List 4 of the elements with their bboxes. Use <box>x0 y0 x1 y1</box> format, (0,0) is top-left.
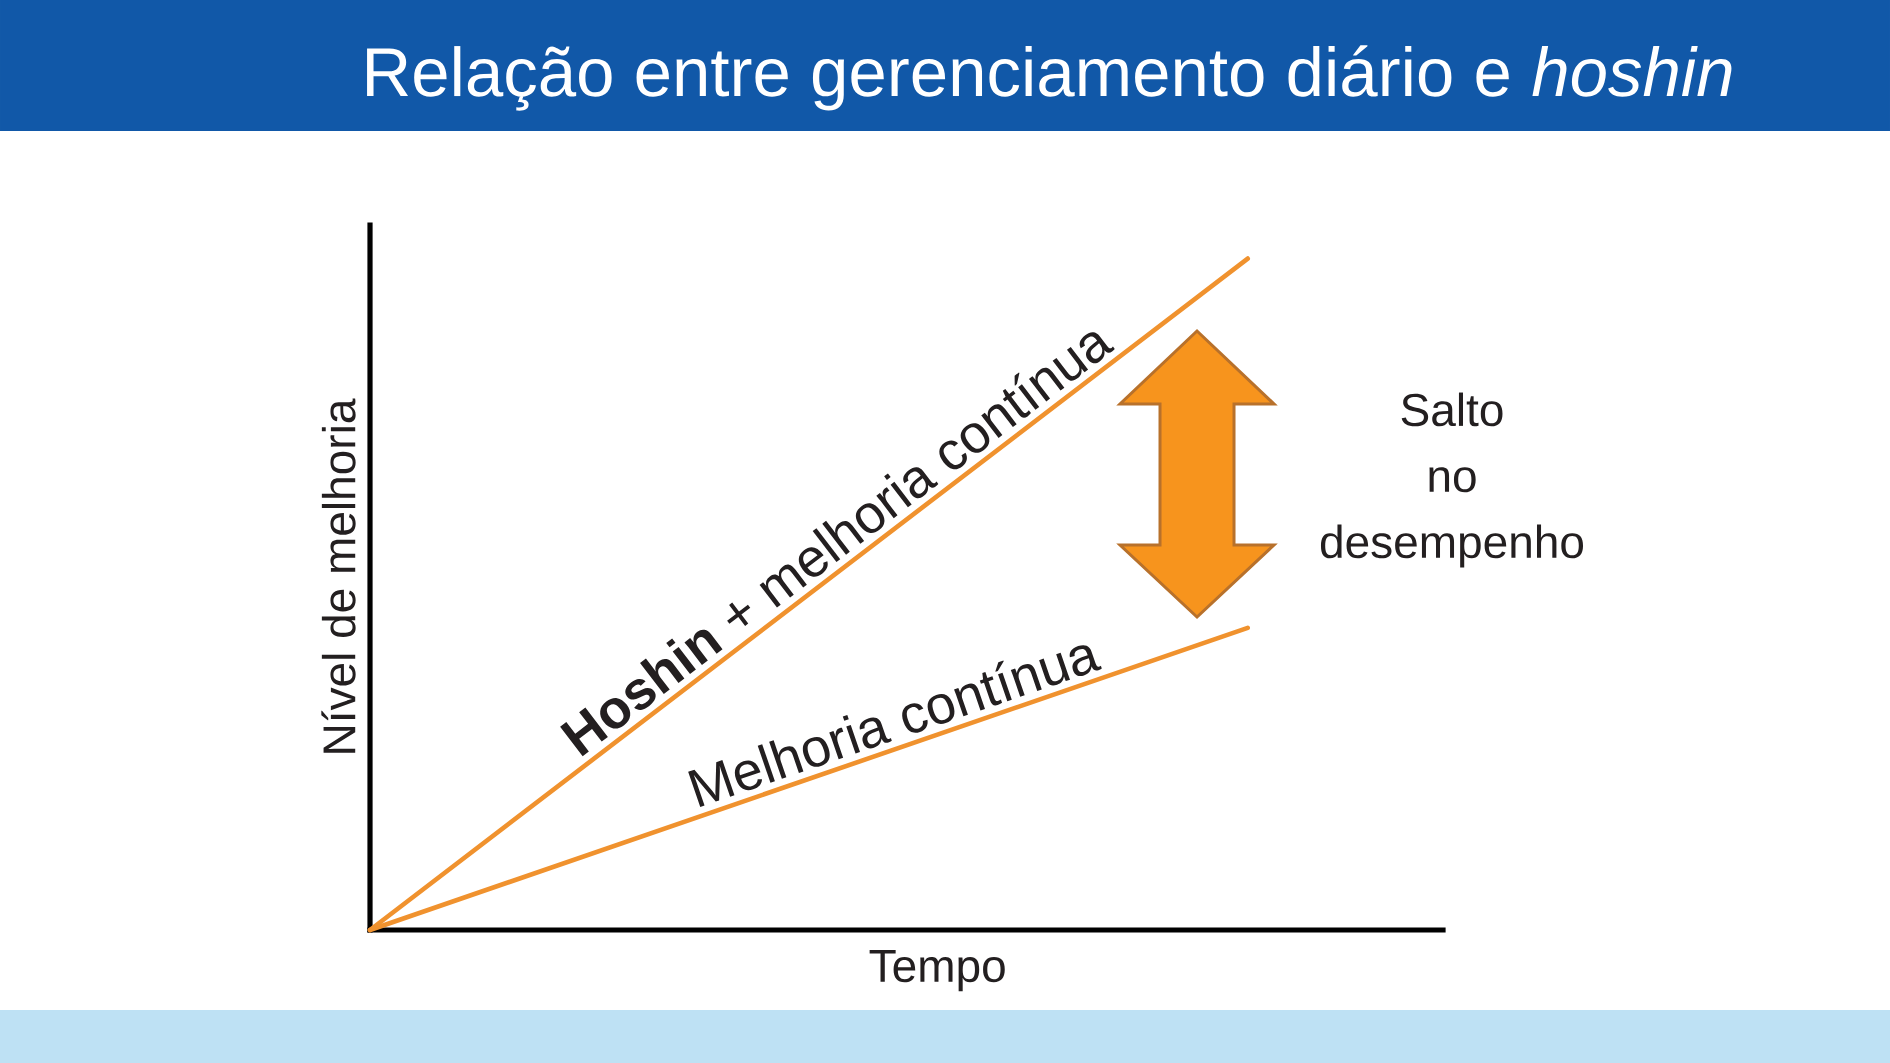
y-axis-title: Nível de melhoria <box>321 398 356 753</box>
annotation: Salto no desempenho <box>1320 392 1584 568</box>
chart-title: Relação entre gerenciamento diário e hoshin <box>367 45 1732 111</box>
x-axis-title: Tempo <box>869 950 1005 992</box>
